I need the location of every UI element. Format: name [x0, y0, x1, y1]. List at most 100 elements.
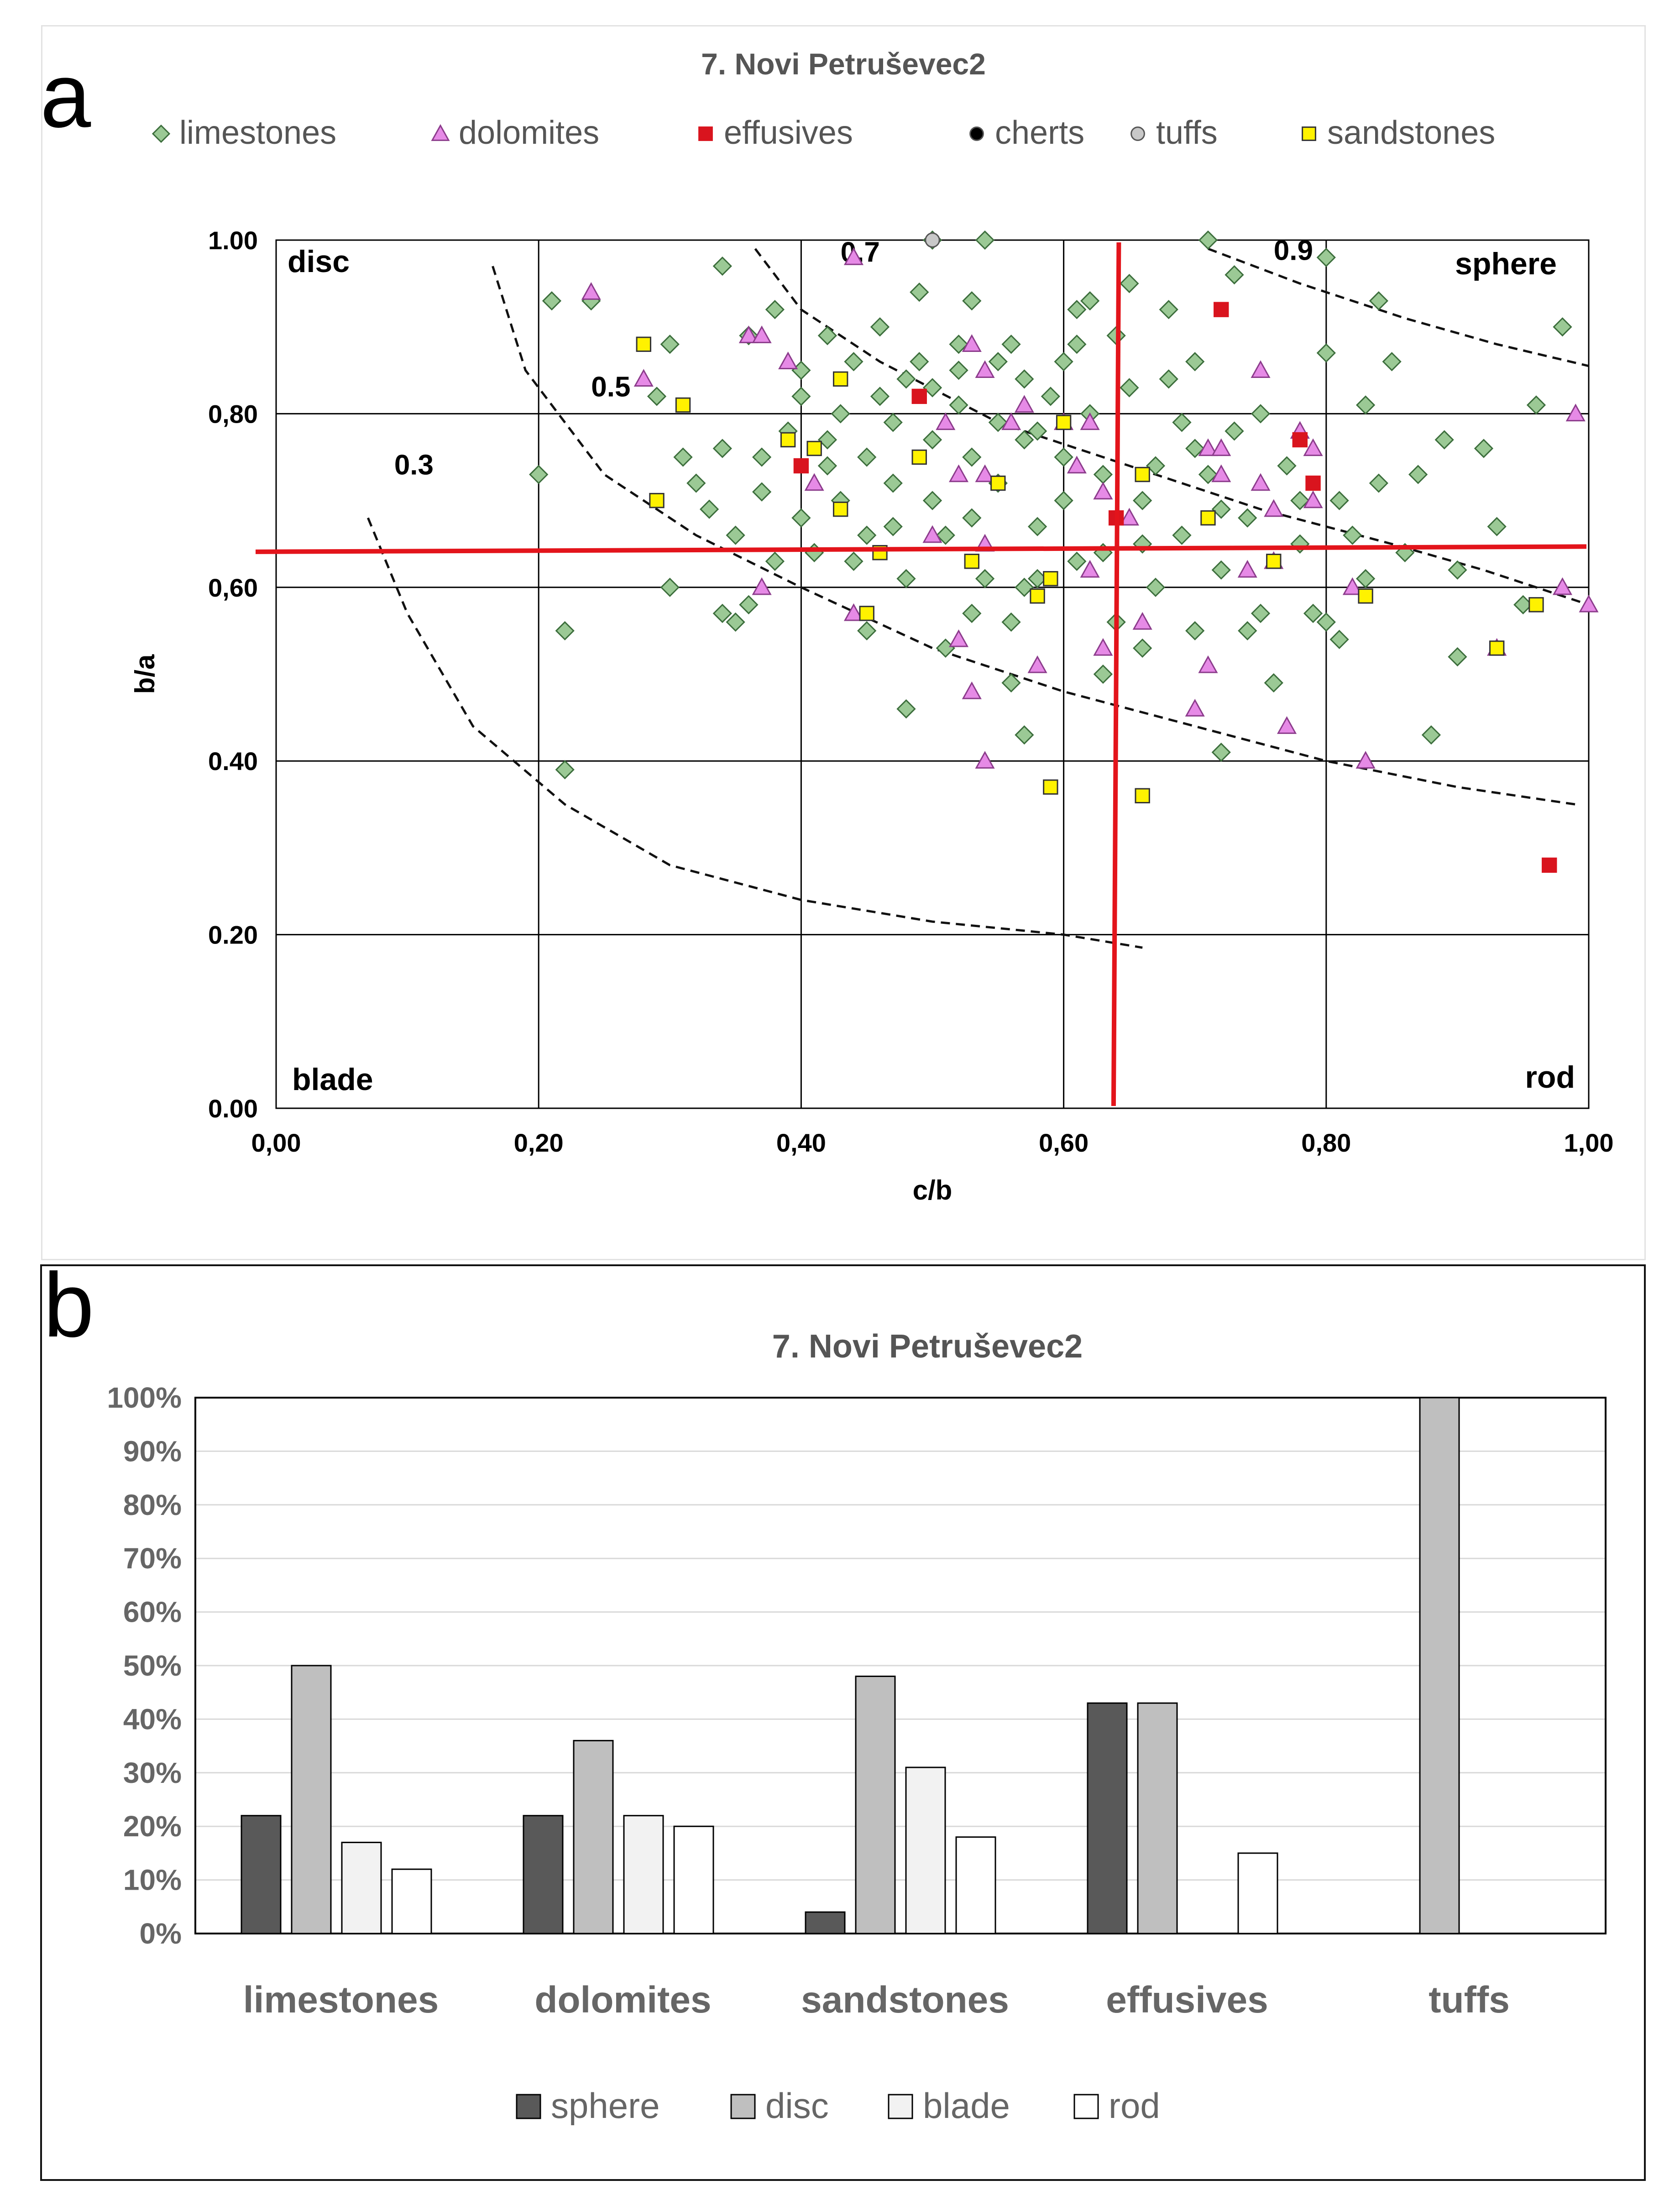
point-limestones: [1356, 569, 1376, 588]
point-limestones: [896, 699, 916, 719]
point-dolomites: [843, 247, 864, 265]
y-tick-label: 50%: [123, 1649, 182, 1682]
y-tick-label: 60%: [123, 1596, 182, 1629]
point-sandstones: [780, 432, 796, 448]
point-sandstones: [1528, 597, 1544, 613]
point-limestones: [1054, 491, 1073, 510]
point-limestones: [1225, 421, 1244, 441]
point-sandstones: [1056, 414, 1072, 430]
category-label: dolomites: [534, 1979, 711, 2021]
point-dolomites: [1277, 716, 1297, 734]
point-limestones: [910, 282, 929, 302]
point-sandstones: [636, 336, 651, 352]
chart-title: 7. Novi Petruševec2: [701, 47, 986, 81]
point-limestones: [1027, 517, 1047, 536]
point-limestones: [988, 413, 1008, 432]
point-limestones: [910, 352, 929, 372]
point-limestones: [1211, 499, 1231, 519]
point-limestones: [1408, 465, 1428, 484]
point-limestones: [949, 361, 968, 380]
point-limestones: [699, 499, 719, 519]
point-limestones: [555, 760, 575, 780]
point-dolomites: [975, 751, 995, 769]
point-limestones: [765, 300, 785, 320]
point-sandstones: [806, 440, 822, 456]
point-limestones: [660, 335, 680, 354]
point-sandstones: [1358, 588, 1373, 604]
point-limestones: [791, 387, 811, 406]
point-limestones: [712, 256, 732, 276]
point-limestones: [1159, 300, 1178, 320]
threshold-line-vertical: [1111, 242, 1121, 1106]
point-limestones: [1093, 664, 1113, 684]
point-limestones: [1277, 456, 1297, 476]
point-limestones: [542, 291, 562, 311]
point-dolomites: [1198, 438, 1218, 456]
point-dolomites: [1356, 751, 1376, 769]
point-limestones: [883, 517, 903, 536]
y-tick-label: 30%: [123, 1756, 182, 1789]
y-tick-label: 100%: [107, 1381, 182, 1414]
point-dolomites: [778, 351, 798, 369]
y-tick-label: 0.20: [208, 921, 258, 949]
point-tuffs: [925, 232, 940, 248]
iso-label-0.9: 0.9: [1274, 235, 1313, 267]
point-limestones: [1448, 560, 1467, 580]
point-limestones: [896, 369, 916, 389]
point-dolomites: [1001, 412, 1021, 430]
point-dolomites: [1237, 560, 1257, 578]
point-limestones: [1329, 629, 1349, 650]
point-limestones: [1382, 352, 1402, 372]
point-limestones: [686, 473, 706, 493]
x-tick-label: 0,40: [776, 1128, 826, 1157]
point-dolomites: [975, 360, 995, 378]
point-limestones: [1120, 273, 1139, 293]
iso-line-0.3: [366, 517, 1143, 949]
point-limestones: [962, 291, 982, 311]
point-dolomites: [948, 629, 969, 647]
point-limestones: [870, 317, 890, 337]
point-limestones: [922, 378, 942, 398]
scatter-chart: 7. Novi Petruševec2 limestones dolomites ef…: [130, 47, 1614, 1205]
y-tick-label: 80%: [123, 1488, 182, 1521]
point-dolomites: [1132, 612, 1152, 630]
point-sandstones: [832, 501, 848, 517]
point-limestones: [726, 525, 745, 545]
point-limestones: [1448, 647, 1467, 667]
point-dolomites: [752, 325, 772, 343]
point-limestones: [857, 447, 877, 467]
point-limestones: [1120, 378, 1139, 398]
point-effusives: [1542, 857, 1557, 873]
legend-swatch-blade: [888, 2094, 913, 2119]
iso-label-0.5: 0.5: [591, 371, 630, 403]
point-dolomites: [633, 369, 654, 387]
iso-line-0.5: [492, 266, 1576, 806]
category-label: limestones: [243, 1979, 439, 2021]
y-axis-label: b/a: [130, 654, 160, 694]
point-limestones: [922, 430, 942, 450]
legend-swatch-rod: [1073, 2094, 1099, 2119]
point-limestones: [831, 404, 850, 424]
point-limestones: [1015, 725, 1034, 745]
point-sandstones: [1489, 640, 1505, 656]
y-tick-label: 90%: [123, 1435, 182, 1467]
legend-label-rod: rod: [1109, 2086, 1160, 2126]
point-limestones: [1526, 395, 1546, 415]
chart-title: 7. Novi Petruševec2: [772, 1328, 1083, 1365]
bar-disc-sandstones: [855, 1675, 896, 1934]
point-limestones: [739, 595, 759, 614]
point-limestones: [1172, 525, 1192, 545]
point-limestones: [1185, 439, 1205, 458]
point-dolomites: [1185, 698, 1205, 717]
point-sandstones: [1135, 788, 1150, 803]
bar-sphere-limestones: [241, 1815, 282, 1934]
point-dolomites: [1067, 456, 1087, 474]
point-dolomites: [1579, 594, 1599, 613]
point-limestones: [1067, 335, 1087, 354]
y-tick-label: 10%: [123, 1864, 182, 1897]
point-limestones: [1303, 603, 1323, 623]
point-dolomites: [1119, 508, 1139, 526]
point-limestones: [817, 456, 837, 476]
point-dolomites: [1303, 490, 1323, 508]
point-limestones: [1067, 551, 1087, 571]
